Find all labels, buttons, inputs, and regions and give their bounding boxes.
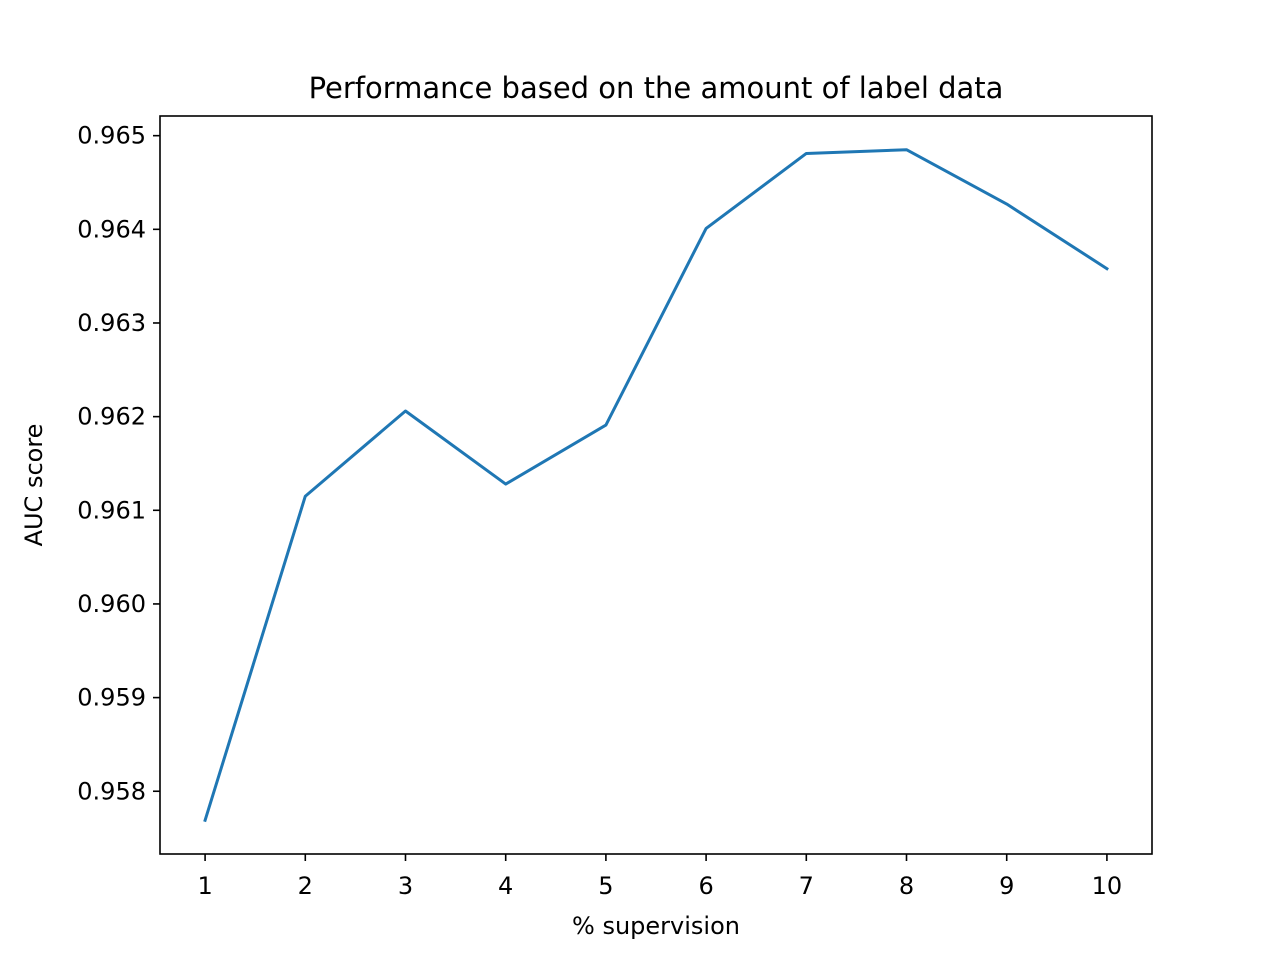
y-axis-label: AUC score (20, 424, 48, 547)
x-tick-label-1: 1 (197, 872, 212, 900)
y-tick-label-8: 0.965 (77, 122, 146, 150)
x-axis: 1 2 3 4 5 6 7 8 9 10 (197, 854, 1122, 900)
x-tick-label-5: 5 (598, 872, 613, 900)
y-axis: 0.958 0.959 0.960 0.961 0.962 0.963 0.964 0.965 (77, 122, 160, 805)
x-tick-label-8: 8 (899, 872, 914, 900)
y-tick-label-5: 0.962 (77, 403, 146, 431)
y-tick-label-2: 0.959 (77, 684, 146, 712)
y-tick-label-7: 0.964 (77, 215, 146, 243)
y-tick-label-1: 0.958 (77, 777, 146, 805)
series-line-1 (203, 148, 1109, 823)
x-tick-label-4: 4 (498, 872, 513, 900)
chart-title: Performance based on the amount of label… (309, 71, 1004, 105)
plot-frame (159, 115, 1153, 855)
y-tick-label-3: 0.960 (77, 590, 146, 618)
x-tick-label-9: 9 (999, 872, 1014, 900)
y-tick-label-4: 0.961 (77, 496, 146, 524)
x-axis-label: % supervision (572, 912, 740, 940)
plot-series (203, 148, 1109, 823)
x-tick-label-3: 3 (398, 872, 413, 900)
x-tick-label-6: 6 (698, 872, 713, 900)
x-tick-label-10: 10 (1092, 872, 1123, 900)
x-tick-label-7: 7 (799, 872, 814, 900)
x-tick-label-2: 2 (298, 872, 313, 900)
y-tick-label-6: 0.963 (77, 309, 146, 337)
